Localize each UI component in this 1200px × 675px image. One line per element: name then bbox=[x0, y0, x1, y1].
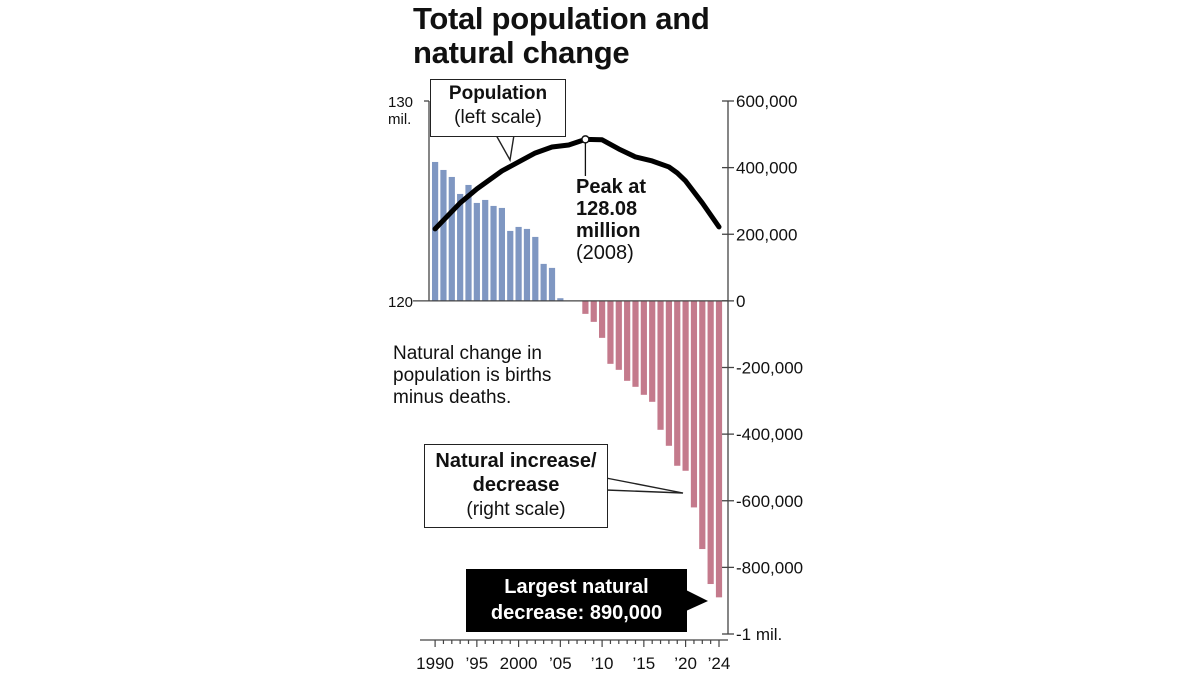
natural-change-callout: Natural increase/ decrease (right scale) bbox=[424, 444, 608, 528]
population-line bbox=[432, 136, 722, 232]
x-tick-label: ’15 bbox=[633, 654, 656, 673]
bar-2005 bbox=[557, 298, 564, 301]
population-callout-title: Population bbox=[448, 83, 548, 104]
chart-title: Total population and natural change bbox=[413, 2, 710, 70]
bar-2009 bbox=[590, 300, 597, 322]
x-tick-label: ’05 bbox=[549, 654, 572, 673]
ticks-group: 600,000 400,000 200,000 0 -200,000 -400,000 -6… bbox=[388, 92, 803, 673]
bar-2002 bbox=[532, 236, 539, 301]
explanatory-note: Natural change in population is births m… bbox=[393, 343, 551, 409]
note-line-1: Natural change in bbox=[393, 343, 542, 364]
left-tick-label-120: 120 bbox=[388, 294, 413, 311]
bar-1992 bbox=[448, 176, 455, 301]
x-tick-label: ’10 bbox=[591, 654, 614, 673]
bar-2019 bbox=[674, 300, 681, 466]
bar-2011 bbox=[607, 300, 614, 364]
x-tick-label: ’20 bbox=[674, 654, 697, 673]
bar-2016 bbox=[649, 300, 656, 402]
note-line-3: minus deaths. bbox=[393, 387, 512, 408]
chart-title-line-1: Total population and bbox=[413, 1, 710, 36]
population-callout-pointer bbox=[495, 134, 515, 163]
right-tick-label: -800,000 bbox=[736, 558, 803, 577]
x-tick-label: 2000 bbox=[500, 654, 538, 673]
population-line-group bbox=[432, 134, 722, 611]
bar-1993 bbox=[457, 193, 464, 301]
left-axis-unit: mil. bbox=[388, 111, 411, 128]
right-tick-label: -200,000 bbox=[736, 359, 803, 378]
peak-year: (2008) bbox=[576, 242, 634, 264]
bar-2003 bbox=[540, 263, 547, 301]
right-tick-label: 400,000 bbox=[736, 159, 797, 178]
bar-1997 bbox=[490, 205, 497, 301]
x-tick-label: 1990 bbox=[416, 654, 454, 673]
population-callout: Population (left scale) bbox=[430, 79, 566, 137]
right-tick-label: -1 mil. bbox=[736, 625, 782, 644]
bar-2024 bbox=[715, 300, 723, 598]
peak-line-2: 128.08 bbox=[576, 198, 638, 220]
bar-2015 bbox=[640, 300, 647, 395]
peak-line-1: Peak at bbox=[576, 176, 647, 198]
natural-callout-sub: (right scale) bbox=[466, 499, 566, 520]
right-tick-label: 0 bbox=[736, 292, 745, 311]
bar-1994 bbox=[465, 184, 472, 301]
bar-2014 bbox=[632, 300, 639, 387]
bar-2001 bbox=[523, 228, 531, 301]
bar-2010 bbox=[599, 300, 606, 338]
population-callout-sub: (left scale) bbox=[454, 107, 542, 128]
bar-2004 bbox=[548, 267, 556, 301]
chart-title-line-2: natural change bbox=[413, 35, 630, 70]
bar-1999 bbox=[507, 230, 514, 301]
right-tick-label: 200,000 bbox=[736, 225, 797, 244]
bar-2018 bbox=[665, 300, 672, 446]
bar-1991 bbox=[440, 169, 447, 301]
bar-1995 bbox=[473, 202, 480, 301]
natural-callout-pointer bbox=[605, 477, 684, 494]
largest-line-2: decrease: 890,000 bbox=[490, 602, 663, 624]
bar-2017 bbox=[657, 300, 664, 430]
largest-line-1: Largest natural bbox=[504, 576, 649, 598]
note-line-2: population is births bbox=[393, 365, 552, 386]
x-tick-label: ’95 bbox=[466, 654, 489, 673]
x-tick-label: ’24 bbox=[708, 654, 731, 673]
right-tick-label: -400,000 bbox=[736, 425, 803, 444]
natural-callout-title-2: decrease bbox=[472, 474, 560, 496]
left-tick-label-130: 130 bbox=[388, 94, 413, 111]
bar-1998 bbox=[498, 207, 505, 301]
right-tick-label: -600,000 bbox=[736, 492, 803, 511]
bar-2000 bbox=[515, 226, 522, 301]
bar-2013 bbox=[624, 300, 631, 381]
bar-2021 bbox=[690, 300, 698, 508]
bar-2008 bbox=[582, 300, 589, 314]
largest-decrease-callout: Largest natural decrease: 890,000 bbox=[466, 569, 687, 632]
right-tick-label: 600,000 bbox=[736, 92, 797, 111]
peak-line-3: million bbox=[576, 220, 641, 242]
peak-marker bbox=[581, 135, 590, 144]
largest-callout-pointer bbox=[686, 590, 708, 611]
bar-1996 bbox=[482, 199, 489, 301]
bar-2022 bbox=[699, 300, 706, 550]
bar-2020 bbox=[682, 300, 689, 471]
natural-callout-title-1: Natural increase/ bbox=[435, 450, 597, 472]
bar-2012 bbox=[615, 300, 622, 370]
peak-annotation: Peak at 128.08 million (2008) bbox=[576, 176, 646, 264]
bar-2023 bbox=[707, 300, 714, 585]
